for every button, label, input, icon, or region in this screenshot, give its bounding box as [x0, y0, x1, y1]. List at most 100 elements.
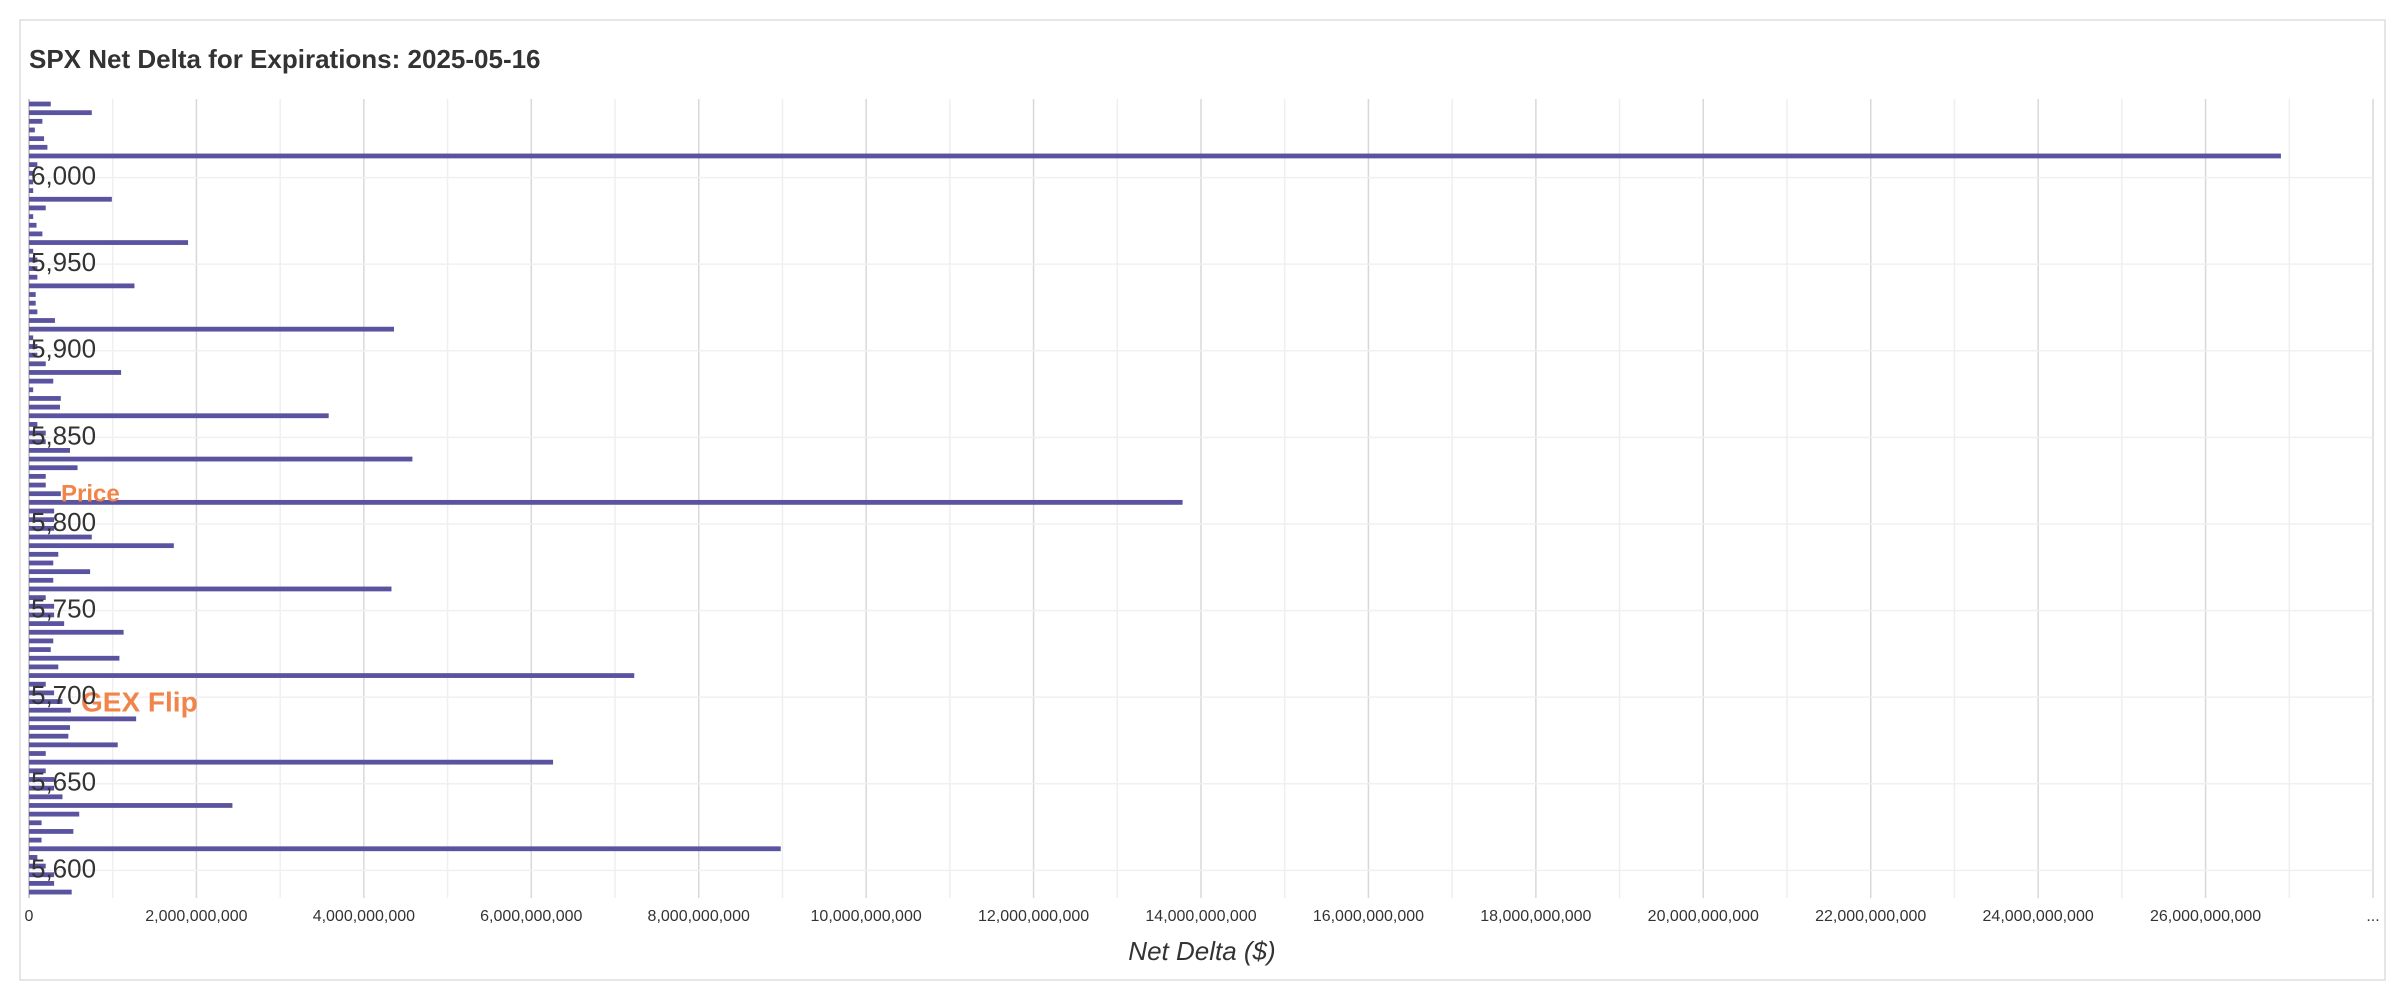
bar — [29, 881, 55, 886]
bar — [29, 361, 46, 367]
y-tick-label: 5,850 — [31, 420, 96, 450]
bar — [29, 716, 137, 722]
bar — [29, 872, 55, 878]
bar — [29, 664, 59, 670]
bar — [29, 725, 71, 730]
bar — [29, 318, 55, 323]
y-tick-label: 5,750 — [31, 593, 96, 623]
bar — [29, 170, 34, 176]
bar — [29, 803, 233, 808]
bar — [29, 370, 122, 375]
bar — [29, 404, 60, 410]
bar — [29, 396, 61, 401]
bar — [29, 733, 69, 739]
bar — [29, 534, 92, 540]
bar — [29, 248, 34, 254]
bar — [29, 603, 55, 609]
bar — [29, 577, 54, 583]
bar — [29, 768, 46, 774]
chart-frame — [19, 19, 2386, 981]
bar — [29, 855, 38, 860]
x-tick-label: 14,000,000,000 — [1145, 908, 1256, 925]
bar — [29, 300, 36, 306]
bar — [29, 517, 55, 523]
bar — [29, 863, 46, 869]
bar — [29, 612, 55, 618]
bar — [29, 214, 34, 219]
bar — [29, 448, 71, 453]
bar — [29, 231, 43, 237]
bar — [29, 759, 554, 765]
bar — [29, 491, 61, 497]
bar — [29, 196, 112, 202]
bar — [29, 127, 35, 133]
bar — [29, 586, 392, 592]
bar — [29, 595, 46, 601]
bar — [29, 136, 45, 142]
bar — [29, 482, 46, 488]
bar — [29, 179, 34, 185]
bar — [29, 266, 38, 271]
bar — [29, 205, 46, 211]
bar — [29, 499, 1183, 505]
bar — [29, 144, 48, 150]
bar — [29, 378, 54, 384]
y-tick-label: 5,700 — [31, 680, 96, 710]
x-tick-label: 16,000,000,000 — [1313, 908, 1424, 925]
x-tick-label: 4,000,000,000 — [313, 908, 415, 925]
bar — [29, 673, 635, 678]
bar — [29, 413, 329, 419]
x-tick-label: 10,000,000,000 — [811, 908, 922, 925]
bar — [29, 101, 51, 107]
y-tick-label: 5,800 — [31, 507, 96, 537]
bar — [29, 257, 38, 263]
x-axis-label: Net Delta ($) — [1128, 936, 1275, 966]
chart-title: SPX Net Delta for Expirations: 2025-05-1… — [29, 44, 541, 74]
x-tick-label: 12,000,000,000 — [978, 908, 1089, 925]
bar — [29, 118, 43, 124]
x-tick-label: 26,000,000,000 — [2150, 908, 2261, 925]
bar — [29, 699, 63, 704]
x-tick-label: 24,000,000,000 — [1983, 908, 2094, 925]
bar — [29, 326, 394, 332]
bar — [29, 569, 91, 575]
bar — [29, 560, 54, 566]
bar — [29, 240, 189, 245]
x-tick-label: ... — [2366, 908, 2379, 925]
bar — [29, 846, 781, 852]
y-tick-label: 5,600 — [31, 853, 96, 883]
bar — [29, 551, 59, 557]
bar — [29, 690, 55, 696]
bar — [29, 707, 71, 713]
bar — [29, 794, 63, 800]
bar — [29, 785, 55, 791]
y-tick-label: 5,950 — [31, 247, 96, 277]
bar — [29, 153, 2281, 159]
bar — [29, 188, 34, 193]
bar — [29, 465, 78, 471]
bar — [29, 439, 46, 445]
bar — [29, 352, 38, 358]
bar — [29, 283, 135, 289]
bar — [29, 508, 55, 514]
bar — [29, 647, 51, 652]
bar — [29, 638, 54, 644]
bar — [29, 162, 38, 168]
bar — [29, 777, 55, 782]
y-tick-label: 5,900 — [31, 334, 96, 364]
x-tick-label: 0 — [25, 908, 34, 925]
bar — [29, 292, 36, 297]
bar — [29, 222, 37, 228]
bar — [29, 344, 38, 349]
bar — [29, 473, 46, 479]
bar — [29, 525, 55, 531]
x-tick-label: 20,000,000,000 — [1648, 908, 1759, 925]
x-tick-label: 18,000,000,000 — [1480, 908, 1591, 925]
bar — [29, 811, 80, 817]
y-tick-label: 6,000 — [31, 160, 96, 190]
x-tick-label: 2,000,000,000 — [145, 908, 247, 925]
x-tick-label: 6,000,000,000 — [480, 908, 582, 925]
bar — [29, 837, 42, 843]
